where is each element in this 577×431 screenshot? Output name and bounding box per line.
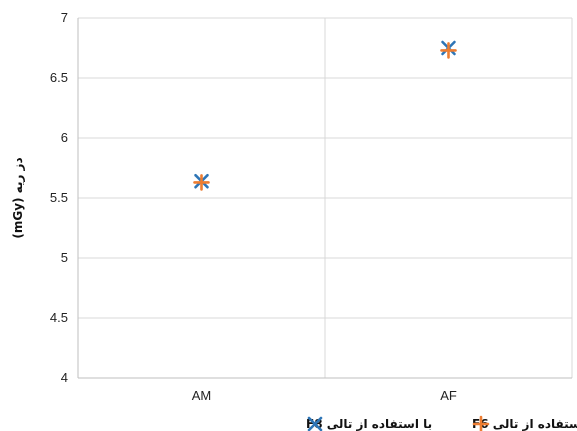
legend-label-f8: با استفاده از تالی F8: [306, 417, 432, 431]
y-tick-label: 5.5: [50, 190, 68, 205]
y-tick-label: 6: [61, 130, 68, 145]
legend-marker-f8-icon: [307, 416, 323, 431]
legend: با استفاده از تالی F6 با استفاده از تالی…: [306, 415, 577, 431]
y-tick-label: 6.5: [50, 70, 68, 85]
legend-plus-icon: [472, 415, 490, 431]
x-tick-label: AF: [440, 388, 457, 403]
grid-lines: [78, 17, 573, 378]
y-tick-label: 4.5: [50, 310, 68, 325]
y-tick-labels: 4 4.5 5 5.5 6 6.5 7: [50, 10, 68, 385]
legend-item-f8: با استفاده از تالی F8: [306, 416, 432, 431]
legend-marker-f6-icon: [472, 415, 490, 431]
data-series: [193, 40, 457, 191]
point-f6-af: [440, 42, 457, 59]
legend-item-f6: با استفاده از تالی F6: [472, 415, 577, 431]
x-tick-labels: AM AF: [192, 388, 457, 403]
y-tick-label: 4: [61, 370, 68, 385]
y-axis-label: (mGy) دز ریه: [11, 157, 25, 238]
legend-x-icon: [307, 416, 323, 431]
x-tick-label: AM: [192, 388, 212, 403]
y-tick-label: 5: [61, 250, 68, 265]
y-tick-label: 7: [61, 10, 68, 25]
point-f6-am: [193, 174, 210, 191]
axes: [77, 18, 572, 379]
legend-label-f6: با استفاده از تالی F6: [472, 417, 577, 431]
